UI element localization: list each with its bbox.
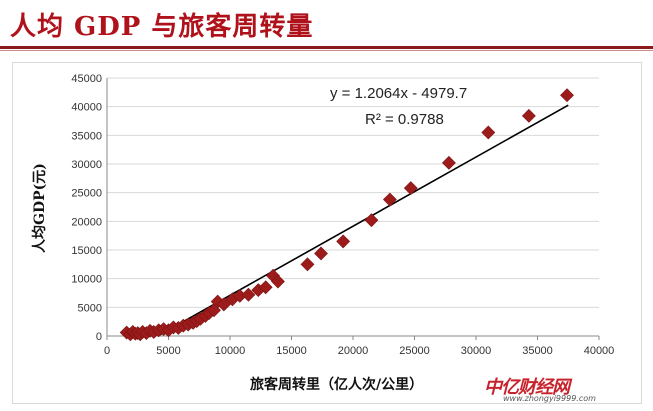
data-point (300, 257, 315, 272)
page-title: 人均 GDP 与旅客周转量 (10, 12, 314, 42)
y-tick-label: 35000 (71, 130, 102, 142)
data-point (403, 181, 418, 196)
data-point (271, 274, 285, 289)
y-tick-label: 5000 (78, 302, 102, 314)
tick-labels: 0 5000 10000 15000 20000 25000 30000 35000 40000… (71, 73, 614, 357)
watermark-logo: 中亿财经网 (484, 377, 570, 398)
x-tick-label: 20000 (338, 345, 369, 357)
x-tick-label: 0 (104, 345, 110, 357)
y-tick-label: 30000 (71, 159, 102, 171)
axes (106, 78, 600, 340)
x-tick-label: 35000 (522, 345, 553, 357)
data-point (481, 125, 496, 140)
trendline-layer (158, 104, 569, 337)
y-axis-label: 人均GDP(元) (31, 163, 48, 253)
data-point (364, 213, 379, 228)
data-point (442, 155, 456, 170)
data-point (241, 287, 256, 302)
y-tick-label: 45000 (71, 73, 102, 85)
trendline (158, 104, 569, 337)
x-tick-label: 10000 (215, 345, 246, 357)
data-point (314, 246, 328, 261)
x-tick-label: 15000 (276, 345, 307, 357)
trendline-r-squared: R² = 0.9788 (365, 111, 444, 128)
y-tick-label: 0 (96, 331, 102, 343)
data-point (521, 108, 536, 123)
x-tick-label: 40000 (584, 345, 615, 357)
data-points (119, 88, 574, 342)
data-point (258, 280, 273, 295)
title-divider (0, 46, 653, 49)
trendline-equation: y = 1.2064x - 4979.7 (330, 85, 467, 102)
x-tick-label: 30000 (461, 345, 492, 357)
y-tick-label: 40000 (71, 102, 102, 114)
chart-frame (12, 62, 642, 404)
x-tick-label: 5000 (156, 345, 180, 357)
data-point (560, 88, 574, 103)
y-tick-label: 25000 (71, 188, 102, 200)
watermark-url: www.zhongyi9999.com (503, 394, 596, 403)
gridlines (107, 77, 599, 308)
x-axis-label: 旅客周转里（亿人次/公里） (250, 376, 423, 393)
data-point (382, 192, 397, 207)
y-tick-label: 15000 (71, 245, 102, 257)
data-point (336, 234, 351, 249)
y-tick-label: 20000 (71, 216, 102, 228)
data-point (216, 297, 231, 312)
title-divider-thin (0, 50, 653, 51)
x-tick-label: 25000 (399, 345, 430, 357)
y-tick-label: 10000 (71, 274, 102, 286)
